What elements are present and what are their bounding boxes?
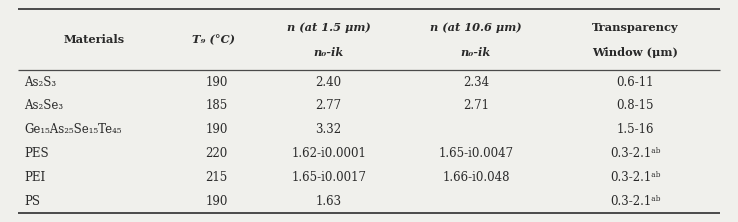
Text: 0.3-2.1ᵃᵇ: 0.3-2.1ᵃᵇ	[610, 147, 661, 160]
Text: 1.62-i0.0001: 1.62-i0.0001	[292, 147, 366, 160]
Text: n (at 1.5 μm): n (at 1.5 μm)	[287, 22, 370, 33]
Text: 3.32: 3.32	[316, 123, 342, 136]
Text: 220: 220	[206, 147, 228, 160]
Text: 0.8-15: 0.8-15	[617, 99, 654, 112]
Text: 185: 185	[206, 99, 228, 112]
Text: 0.6-11: 0.6-11	[617, 75, 654, 89]
Text: 2.40: 2.40	[316, 75, 342, 89]
Text: 2.71: 2.71	[463, 99, 489, 112]
Text: 2.34: 2.34	[463, 75, 489, 89]
Text: 1.65-i0.0017: 1.65-i0.0017	[292, 171, 366, 184]
Text: PES: PES	[24, 147, 49, 160]
Text: 190: 190	[206, 123, 228, 136]
Text: PS: PS	[24, 195, 41, 208]
Text: n (at 10.6 μm): n (at 10.6 μm)	[430, 22, 522, 33]
Text: 1.5-16: 1.5-16	[617, 123, 654, 136]
Text: Materials: Materials	[63, 34, 125, 45]
Text: As₂Se₃: As₂Se₃	[24, 99, 63, 112]
Text: n₀-ik: n₀-ik	[461, 48, 491, 58]
Text: Ge₁₅As₂₅Se₁₅Te₄₅: Ge₁₅As₂₅Se₁₅Te₄₅	[24, 123, 122, 136]
Text: 215: 215	[206, 171, 228, 184]
Text: 190: 190	[206, 195, 228, 208]
Text: 2.77: 2.77	[316, 99, 342, 112]
Text: Window (μm): Window (μm)	[593, 48, 678, 58]
Text: T₉ (°C): T₉ (°C)	[191, 34, 235, 45]
Text: Transparency: Transparency	[592, 22, 679, 33]
Text: 190: 190	[206, 75, 228, 89]
Text: PEI: PEI	[24, 171, 46, 184]
Text: As₂S₃: As₂S₃	[24, 75, 57, 89]
Text: 0.3-2.1ᵃᵇ: 0.3-2.1ᵃᵇ	[610, 195, 661, 208]
Text: 0.3-2.1ᵃᵇ: 0.3-2.1ᵃᵇ	[610, 171, 661, 184]
Text: 1.65-i0.0047: 1.65-i0.0047	[438, 147, 514, 160]
Text: 1.66-i0.048: 1.66-i0.048	[442, 171, 510, 184]
Text: n₀-ik: n₀-ik	[314, 48, 344, 58]
Text: 1.63: 1.63	[316, 195, 342, 208]
